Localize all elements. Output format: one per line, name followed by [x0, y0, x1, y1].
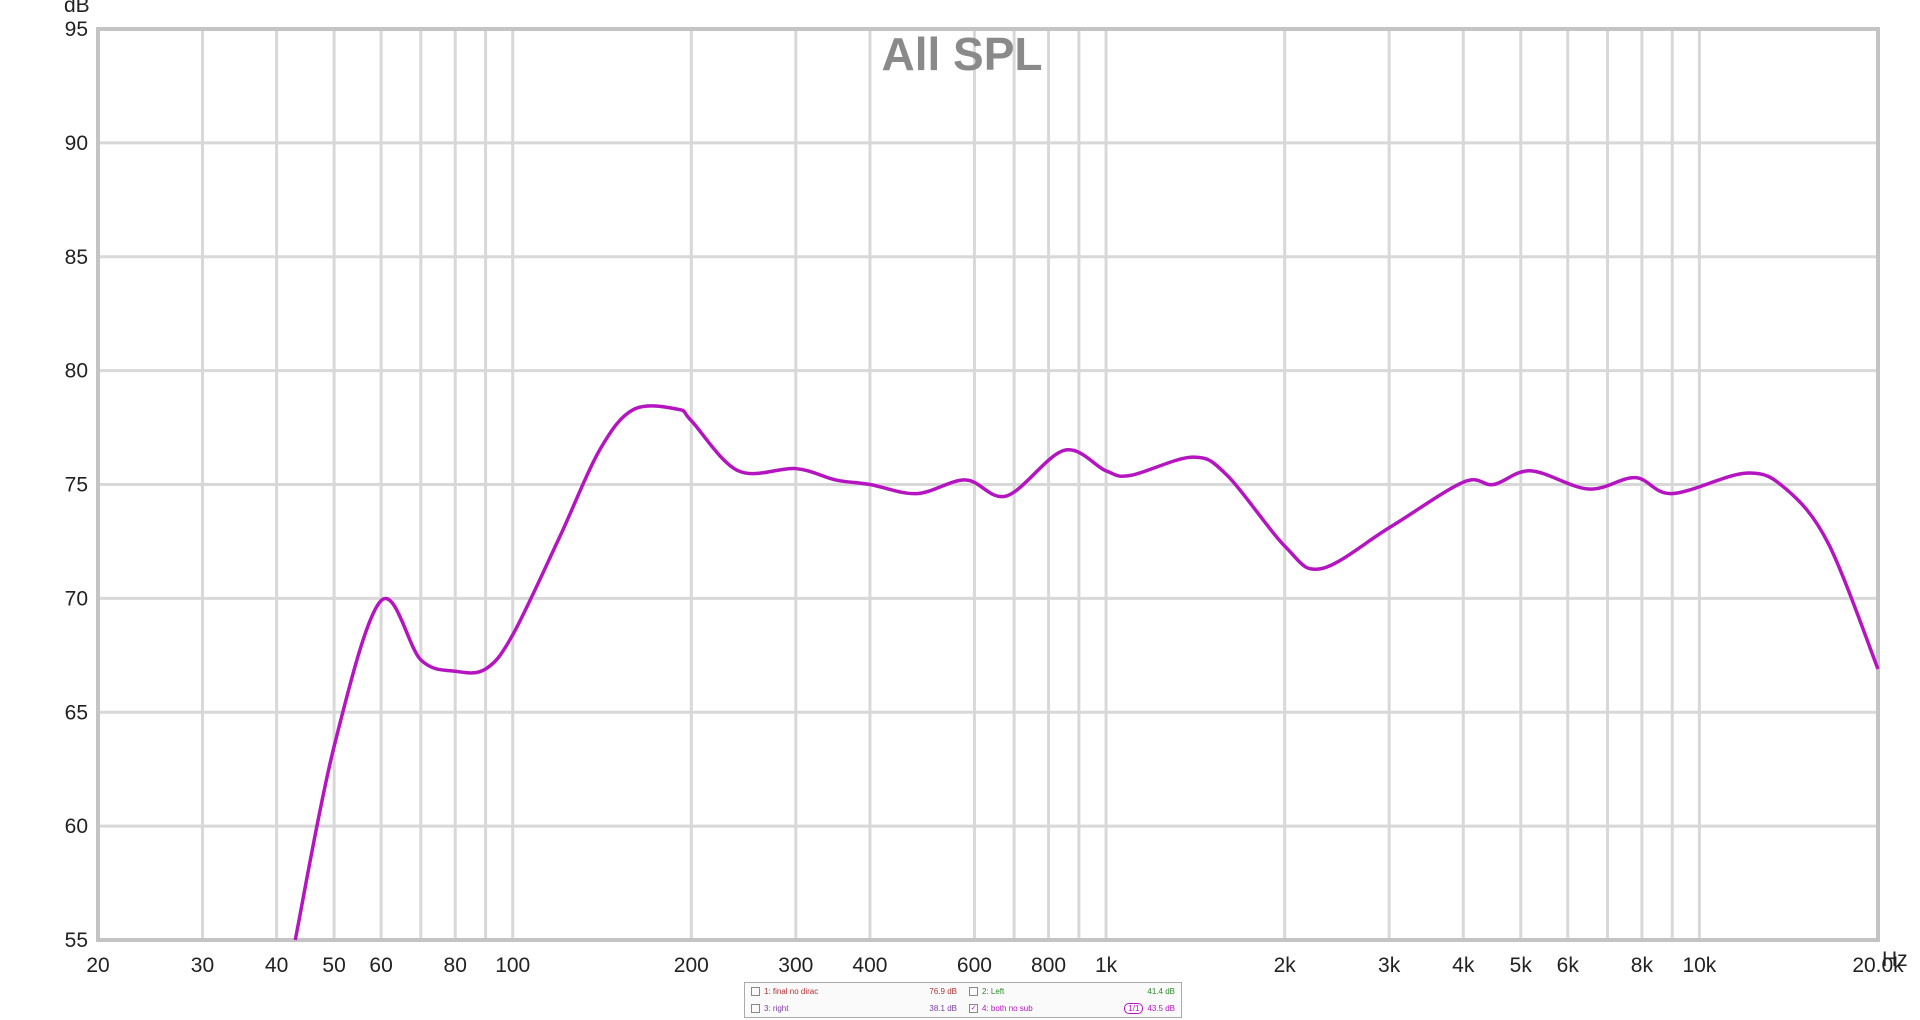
y-tick-label: 75 — [65, 474, 88, 497]
legend: 1: final no dirac 76.9 dB 2: Left 41.4 dB 3:… — [744, 982, 1182, 1018]
checkbox[interactable]: ✓ — [969, 1003, 978, 1013]
x-tick-label: 40 — [265, 954, 288, 977]
x-tick-label: 20.0k — [1852, 954, 1904, 977]
checkbox[interactable] — [751, 986, 760, 996]
x-tick-label: 400 — [852, 954, 887, 977]
readout: 76.9 dB — [929, 986, 957, 996]
legend-name: 1: final no dirac — [764, 986, 819, 996]
legend-item: 1: final no dirac 76.9 dB — [745, 983, 963, 999]
y-tick-label: 55 — [65, 929, 88, 952]
x-tick-label: 200 — [674, 954, 709, 977]
y-tick-label: 85 — [65, 246, 88, 269]
legend-item: 3: right 38.1 dB — [745, 999, 963, 1017]
legend-name: 4: both no sub — [982, 1003, 1033, 1013]
chart: dB Hz 55 60 65 70 75 80 85 90 95 20 30 40 50 60 80 100 2… — [64, 0, 1908, 977]
x-tick-label: 10k — [1682, 954, 1716, 977]
y-tick-label: 90 — [65, 132, 88, 155]
x-tick-label: 1k — [1095, 954, 1118, 977]
y-tick-label: 95 — [65, 18, 88, 41]
checkbox[interactable] — [751, 1003, 760, 1013]
x-tick-label: 6k — [1557, 954, 1580, 977]
x-tick-label: 2k — [1274, 954, 1297, 977]
legend-name: 3: right — [764, 1003, 789, 1013]
x-tick-label: 800 — [1031, 954, 1066, 977]
x-tick-label: 3k — [1378, 954, 1401, 977]
plot-border — [96, 27, 1880, 942]
x-tick-label: 30 — [191, 954, 214, 977]
x-tick-label: 50 — [322, 954, 345, 977]
x-tick-label: 600 — [957, 954, 992, 977]
y-tick-label: 60 — [65, 815, 88, 838]
checkbox[interactable] — [969, 986, 978, 996]
legend-name: 2: Left — [982, 986, 1005, 996]
readout: 41.4 dB — [1147, 986, 1175, 996]
legend-item: ✓ 4: both no sub 1/1 43.5 dB — [963, 999, 1181, 1017]
x-tick-label: 60 — [369, 954, 392, 977]
chart-title: All SPL — [881, 28, 1042, 80]
x-axis-label: Hz — [1882, 948, 1908, 971]
legend-item: 2: Left 41.4 dB — [963, 983, 1181, 999]
x-tick-label: 80 — [444, 954, 467, 977]
y-tick-label: 80 — [65, 360, 88, 383]
y-axis-label: dB — [64, 0, 90, 17]
x-tick-label: 8k — [1631, 954, 1654, 977]
x-tick-label: 4k — [1452, 954, 1475, 977]
x-tick-label: 20 — [86, 954, 109, 977]
readout: 43.5 dB — [1147, 1003, 1175, 1013]
series-line — [293, 404, 1880, 941]
x-tick-label: 5k — [1510, 954, 1533, 977]
x-tick-label: 300 — [778, 954, 813, 977]
smoothing: 1/1 — [1124, 1002, 1144, 1014]
y-tick-label: 65 — [65, 701, 88, 724]
y-tick-label: 70 — [65, 587, 88, 610]
readout: 38.1 dB — [929, 1003, 957, 1013]
x-tick-label: 100 — [495, 954, 530, 977]
